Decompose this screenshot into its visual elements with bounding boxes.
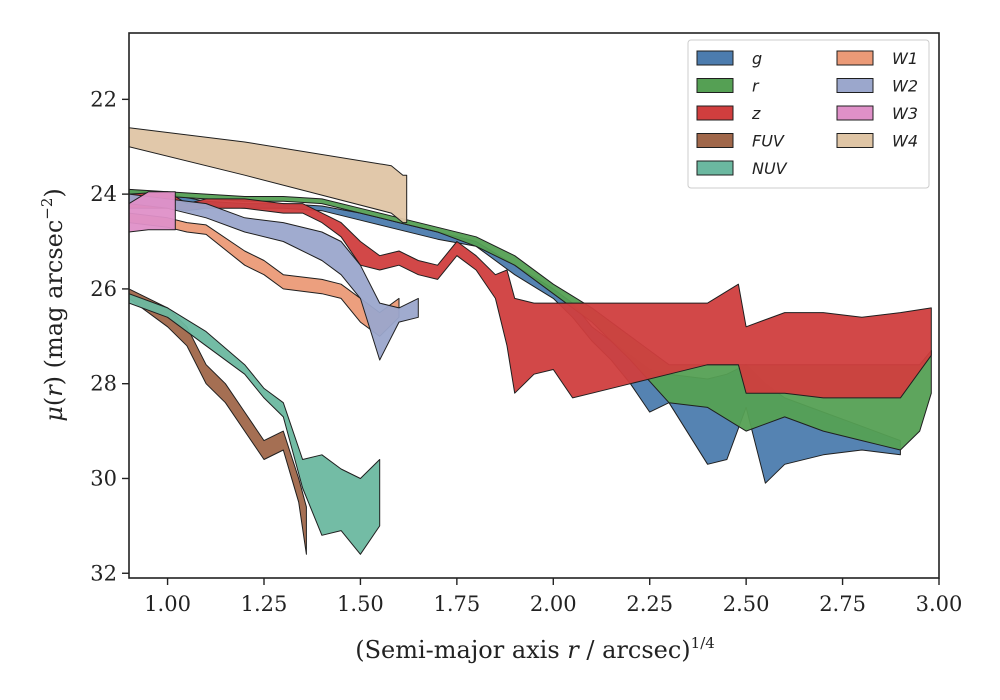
y-tick-label: 28 [90, 372, 117, 396]
legend: grz FUV NUV W1 W2 W3 W4 [687, 39, 930, 189]
series-band-nuv [129, 293, 381, 555]
legend-swatch-w1 [836, 50, 874, 66]
y-tick-label: 22 [90, 87, 117, 111]
x-axis-ticks: 1.00 1.25 1.50 1.75 2.00 2.25 2.50 2.75 3.00 [144, 578, 962, 616]
series-band-w4 [129, 127, 408, 224]
y-tick-label: 32 [90, 561, 117, 585]
y-tick-label: 30 [90, 466, 117, 490]
legend-swatch-w4 [836, 133, 874, 148]
x-tick-label: 1.50 [337, 592, 384, 616]
series-band-r [129, 188, 932, 451]
legend-swatch-fuv [696, 133, 734, 148]
y-axis-label: μ(r) (mag arcsec−2) [38, 188, 68, 422]
series-band-fuv [129, 288, 307, 555]
x-tick-label: 2.25 [626, 592, 673, 616]
x-axis-label: (Semi-major axis r / arcsec)1/4 [355, 634, 715, 664]
y-tick-label: 26 [90, 277, 117, 301]
series-layer [129, 127, 932, 555]
series-band-z [129, 191, 932, 399]
legend-swatch-w3 [836, 105, 874, 121]
legend-label-g: g [752, 49, 762, 68]
x-tick-label: 3.00 [916, 592, 963, 616]
legend-swatch-z [696, 105, 734, 121]
series-band-w3 [129, 191, 176, 233]
legend-swatch-r [696, 78, 734, 93]
legend-label-w1: W1 [892, 49, 918, 68]
x-tick-label: 2.50 [723, 592, 770, 616]
y-axis-ticks: 22 24 26 28 30 32 [90, 87, 129, 585]
series-band-w2 [129, 193, 419, 361]
legend-swatch-g [696, 50, 734, 66]
legend-swatch-nuv [696, 160, 734, 176]
legend-label-w2: W2 [892, 77, 918, 96]
y-tick-label: 24 [90, 182, 117, 206]
x-tick-label: 2.75 [819, 592, 866, 616]
legend-label-w4: W4 [892, 132, 918, 151]
x-tick-label: 1.75 [433, 592, 480, 616]
legend-label-nuv: NUV [752, 159, 788, 178]
legend-frame [687, 39, 930, 189]
x-tick-label: 1.25 [241, 592, 288, 616]
plot-frame [128, 32, 940, 579]
legend-label-fuv: FUV [752, 132, 785, 151]
legend-label-w3: W3 [892, 104, 918, 123]
legend-label-z: z [751, 104, 761, 123]
legend-swatch-w2 [836, 78, 874, 93]
x-tick-label: 2.00 [530, 592, 577, 616]
x-tick-label: 1.00 [144, 592, 191, 616]
legend-label-r: r [752, 77, 760, 96]
